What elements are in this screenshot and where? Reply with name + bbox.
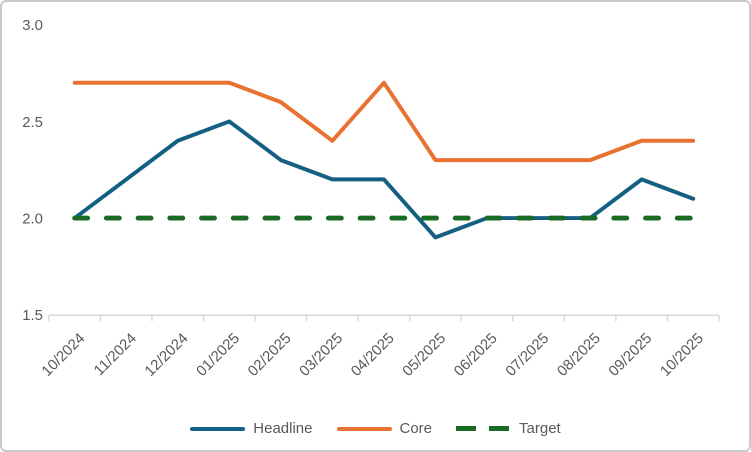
legend-label-headline: Headline xyxy=(253,420,313,437)
x-axis-tick-label: 12/2024 xyxy=(142,331,191,380)
y-axis-tick-label: 2.5 xyxy=(22,115,43,131)
x-axis-tick-label: 10/2024 xyxy=(39,331,88,380)
x-axis-tick-label: 07/2025 xyxy=(503,331,552,380)
x-axis-tick-label: 08/2025 xyxy=(555,331,604,380)
legend-swatch-headline xyxy=(190,426,246,431)
legend-item-target[interactable]: Target xyxy=(456,420,561,437)
x-axis-tick-label: 04/2025 xyxy=(348,331,397,380)
legend-item-core[interactable]: Core xyxy=(336,420,433,437)
y-axis-tick-label: 1.5 xyxy=(22,308,43,324)
x-axis-tick-label: 06/2025 xyxy=(451,331,500,380)
x-axis-tick-label: 02/2025 xyxy=(245,331,294,380)
x-axis-tick-label: 05/2025 xyxy=(400,331,449,380)
x-axis-tick-label: 03/2025 xyxy=(297,331,346,380)
legend-swatch-core xyxy=(336,426,392,431)
x-axis-tick-label: 11/2024 xyxy=(91,331,140,380)
series-line-core xyxy=(72,80,696,163)
series-line-headline xyxy=(72,119,696,240)
x-axis-tick-label: 09/2025 xyxy=(606,331,655,380)
legend-label-core: Core xyxy=(399,420,433,437)
legend-swatch-target xyxy=(456,426,512,431)
chart-legend: Headline Core Target xyxy=(2,420,749,437)
x-axis-tick-label: 10/2025 xyxy=(658,331,707,380)
y-axis-tick-label: 2.0 xyxy=(22,212,43,228)
legend-item-headline[interactable]: Headline xyxy=(190,420,313,437)
x-axis-tick-label: 01/2025 xyxy=(194,331,243,380)
legend-label-target: Target xyxy=(519,420,561,437)
y-axis-tick-label: 3.0 xyxy=(22,18,43,34)
